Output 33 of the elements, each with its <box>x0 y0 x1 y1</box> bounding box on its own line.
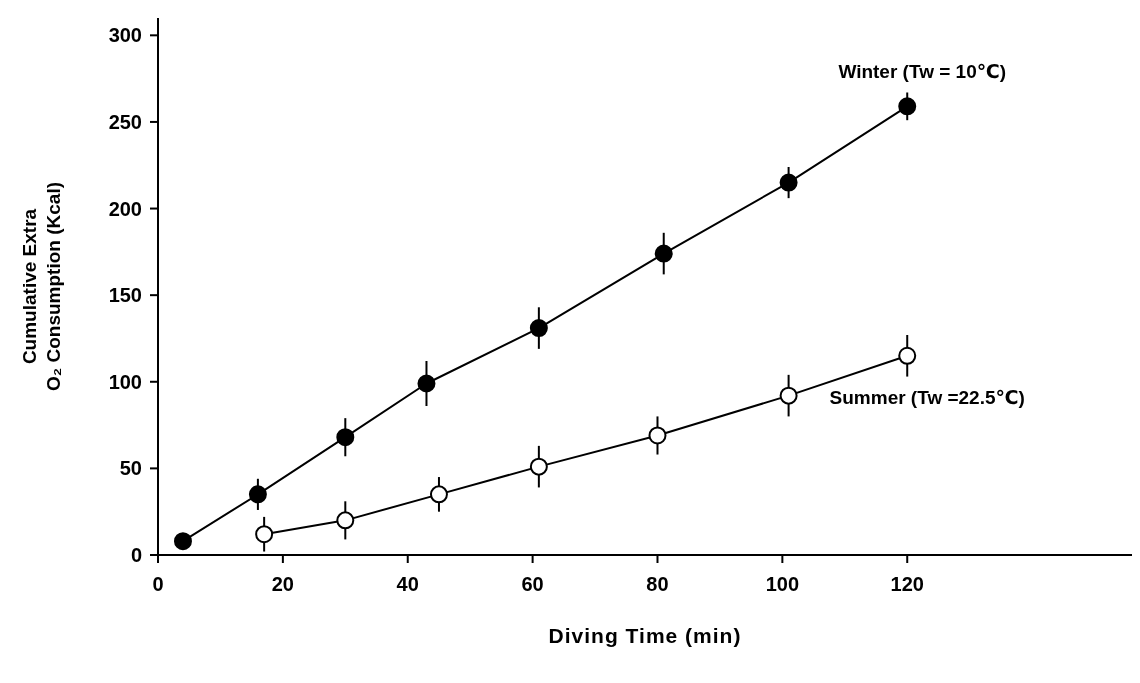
point <box>898 346 917 365</box>
point <box>779 386 798 405</box>
point <box>898 97 917 116</box>
y-tick-label: 300 <box>108 24 142 47</box>
point <box>173 532 192 551</box>
point <box>248 485 267 504</box>
point <box>654 244 673 263</box>
point <box>417 374 436 393</box>
point <box>648 426 667 445</box>
y-tick-label: 50 <box>119 457 142 480</box>
series-label: Summer (Tw =22.5℃) <box>829 386 1025 408</box>
y-tick-label: 200 <box>108 197 142 220</box>
point <box>529 319 548 338</box>
y-axis-title: Cumulative Extra O₂ Consumption (Kcal) <box>19 182 64 391</box>
point <box>336 511 355 530</box>
y-tick-label: 250 <box>108 111 142 134</box>
x-tick-label: 120 <box>890 573 924 596</box>
x-tick-label: 60 <box>521 573 544 596</box>
y-tick-label: 100 <box>108 370 142 393</box>
point <box>429 485 448 504</box>
point <box>336 428 355 447</box>
x-tick-label: 40 <box>396 573 419 596</box>
x-tick-label: 100 <box>765 573 800 596</box>
x-tick-label: 0 <box>152 573 164 596</box>
y-tick-label: 150 <box>108 284 142 307</box>
point <box>255 525 274 544</box>
point <box>529 457 548 476</box>
x-tick-label: 20 <box>271 573 294 596</box>
y-tick-label: 0 <box>130 544 142 567</box>
series-label: Winter (Tw = 10℃) <box>838 61 1007 83</box>
x-axis-title: Diving Time (min) <box>548 624 742 647</box>
x-tick-label: 80 <box>646 573 669 596</box>
point <box>779 173 798 192</box>
